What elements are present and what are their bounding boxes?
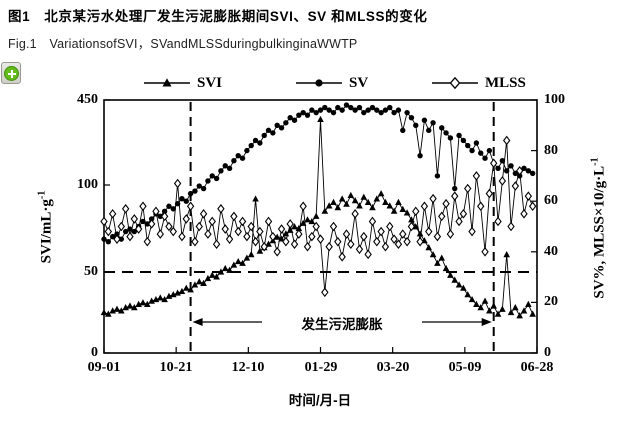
zoom-in-button[interactable] [1,62,21,84]
circle-marker-icon [296,79,342,87]
right-axis-title: SV%, MLSS×10/g·L-1 [589,157,608,299]
left-axis-title: SVI/mL·g-1 [36,190,55,264]
legend-label-sv: SV [349,74,369,91]
figure-title-en: Fig.1 VariationsofSVI，SVandMLSSduringbul… [8,37,358,51]
legend-item-svi: SVI [144,74,222,92]
series-mlss [100,135,537,298]
right-tick-100: 100 [544,92,565,107]
zoom-in-icon [3,65,19,81]
legend-label-svi: SVI [197,74,223,91]
bulking-annotation: 发生污泥膨胀 [262,313,422,333]
figure-title-cn: 图1 北京某污水处理厂发生污泥膨胀期间SVI、SV 和MLSS的变化 [8,9,428,24]
left-tick-100: 100 [77,177,98,192]
bulking-region-lines [189,102,495,352]
x-tick-0129: 01-29 [304,360,338,375]
left-tick-450: 450 [77,92,98,107]
x-axis-title: 时间/月-日 [288,393,352,408]
right-tick-80: 80 [544,143,558,158]
legend-item-mlss: MLSS [432,74,526,92]
right-tick-20: 20 [544,294,558,309]
left-tick-0: 0 [91,345,98,360]
right-tick-60: 60 [544,193,558,208]
x-tick-0901: 09-01 [87,360,121,375]
triangle-marker-icon [144,78,190,87]
x-tick-1210: 12-10 [231,360,265,375]
right-tick-0: 0 [544,345,551,360]
diamond-marker-icon [432,77,478,89]
legend-label-mlss: MLSS [485,74,526,91]
x-tick-0628: 06-28 [520,360,554,375]
x-tick-1021: 10-21 [159,360,193,375]
x-tick-0320: 03-20 [376,360,410,375]
left-tick-50: 50 [84,264,98,279]
x-tick-0509: 05-09 [448,360,482,375]
legend-item-sv: SV [296,74,368,92]
right-tick-40: 40 [544,244,558,259]
